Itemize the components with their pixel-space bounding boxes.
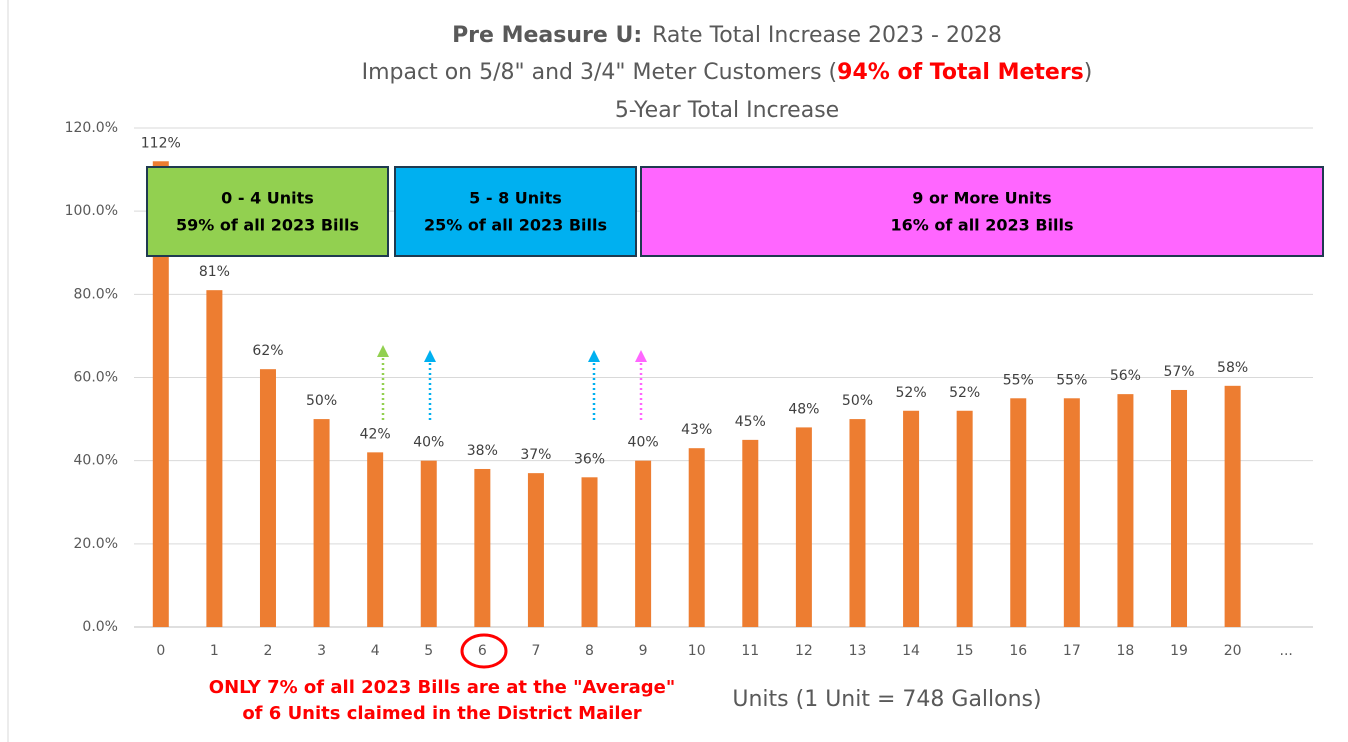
bar bbox=[795, 427, 812, 627]
value-label: 58% bbox=[1217, 360, 1248, 376]
bar bbox=[1171, 389, 1188, 627]
x-tick-label: 12 bbox=[795, 643, 813, 659]
bar bbox=[259, 369, 276, 627]
arrow-head bbox=[377, 345, 389, 357]
highlight-circle bbox=[460, 633, 508, 669]
y-tick-label: 80.0% bbox=[74, 286, 118, 302]
value-label: 55% bbox=[1003, 372, 1034, 388]
x-axis-label: Units (1 Unit = 748 Gallons) bbox=[732, 687, 1041, 712]
title-lead: Pre Measure U: bbox=[452, 23, 642, 48]
group-box bbox=[640, 166, 1324, 257]
chart-title: Pre Measure U: Rate Total Increase 2023 -… bbox=[452, 23, 1002, 48]
arrow-head bbox=[635, 350, 647, 362]
x-tick-label: 5 bbox=[424, 643, 433, 659]
subtitle-before: Impact on 5/8" and 3/4" Meter Customers … bbox=[362, 60, 838, 85]
group-box bbox=[394, 166, 637, 257]
y-tick-label: 0.0% bbox=[82, 619, 118, 635]
subtitle: Impact on 5/8" and 3/4" Meter Customers … bbox=[362, 60, 1093, 85]
group-share: 59% of all 2023 Bills bbox=[176, 216, 359, 235]
x-tick-label: 3 bbox=[317, 643, 326, 659]
bar bbox=[903, 410, 920, 627]
group-box bbox=[146, 166, 389, 257]
x-tick-label: 4 bbox=[371, 643, 380, 659]
y-tick-label: 60.0% bbox=[74, 370, 118, 386]
group-share: 16% of all 2023 Bills bbox=[891, 216, 1074, 235]
bar bbox=[635, 460, 652, 627]
bar bbox=[367, 452, 384, 627]
x-tick-label: 18 bbox=[1117, 643, 1135, 659]
subtitle2: 5-Year Total Increase bbox=[615, 98, 839, 123]
x-tick-label: 16 bbox=[1009, 643, 1027, 659]
value-label: 38% bbox=[467, 443, 498, 459]
value-label: 56% bbox=[1110, 368, 1141, 384]
x-tick-label: 8 bbox=[585, 643, 594, 659]
value-label: 36% bbox=[574, 451, 605, 467]
bar bbox=[527, 473, 544, 627]
subtitle-highlight: 94% of Total Meters bbox=[837, 60, 1084, 85]
value-label: 62% bbox=[252, 343, 283, 359]
value-label: 52% bbox=[896, 385, 927, 401]
group-name: 9 or More Units bbox=[912, 189, 1051, 208]
bar bbox=[313, 419, 330, 627]
bar bbox=[742, 439, 759, 627]
value-label: 50% bbox=[306, 393, 337, 409]
bar bbox=[956, 410, 973, 627]
x-tick-label: 10 bbox=[688, 643, 706, 659]
value-label: 81% bbox=[199, 264, 230, 280]
value-label: 43% bbox=[681, 422, 712, 438]
x-tick-label: 15 bbox=[956, 643, 974, 659]
bar bbox=[1010, 398, 1027, 627]
value-label: 55% bbox=[1056, 372, 1087, 388]
title-text: Rate Total Increase 2023 - 2028 bbox=[652, 23, 1002, 48]
y-tick-label: 120.0% bbox=[65, 120, 118, 136]
bar bbox=[420, 460, 437, 627]
y-tick-label: 40.0% bbox=[74, 453, 118, 469]
x-tick-label: 20 bbox=[1224, 643, 1242, 659]
note: ONLY 7% of all 2023 Bills are at the "Av… bbox=[209, 677, 675, 698]
value-label: 40% bbox=[628, 435, 659, 451]
group-share: 25% of all 2023 Bills bbox=[424, 216, 607, 235]
x-tick-label: 7 bbox=[531, 643, 540, 659]
value-label: 57% bbox=[1163, 364, 1194, 380]
x-tick-label: 6 bbox=[478, 643, 487, 659]
x-tick-label: 11 bbox=[741, 643, 759, 659]
x-tick-label: 2 bbox=[264, 643, 273, 659]
bar bbox=[1224, 385, 1241, 627]
bar bbox=[152, 161, 169, 627]
x-tick-label: 13 bbox=[849, 643, 867, 659]
value-label: 42% bbox=[360, 426, 391, 442]
bar bbox=[849, 419, 866, 627]
value-label: 48% bbox=[788, 401, 819, 417]
arrow-head bbox=[588, 350, 600, 362]
value-label: 50% bbox=[842, 393, 873, 409]
y-tick-label: 100.0% bbox=[65, 203, 118, 219]
note: of 6 Units claimed in the District Maile… bbox=[242, 703, 641, 724]
group-name: 0 - 4 Units bbox=[221, 189, 314, 208]
bar bbox=[581, 477, 598, 627]
bar bbox=[474, 468, 491, 627]
y-tick-label: 20.0% bbox=[74, 536, 118, 552]
value-label: 112% bbox=[141, 135, 181, 151]
x-tick-label: 14 bbox=[902, 643, 920, 659]
bar bbox=[1117, 394, 1134, 627]
bar bbox=[688, 448, 705, 627]
bar bbox=[1063, 398, 1080, 627]
value-label: 52% bbox=[949, 385, 980, 401]
x-tick-label: 19 bbox=[1170, 643, 1188, 659]
x-tick-label: ... bbox=[1280, 643, 1293, 659]
x-tick-label: 1 bbox=[210, 643, 219, 659]
arrows bbox=[377, 345, 647, 420]
bar bbox=[206, 290, 223, 627]
x-tick-label: 9 bbox=[639, 643, 648, 659]
arrow-head bbox=[424, 350, 436, 362]
subtitle-after: ) bbox=[1084, 60, 1093, 85]
x-tick-label: 0 bbox=[156, 643, 165, 659]
value-label: 40% bbox=[413, 435, 444, 451]
group-name: 5 - 8 Units bbox=[469, 189, 562, 208]
value-label: 45% bbox=[735, 414, 766, 430]
x-tick-label: 17 bbox=[1063, 643, 1081, 659]
value-label: 37% bbox=[520, 447, 551, 463]
